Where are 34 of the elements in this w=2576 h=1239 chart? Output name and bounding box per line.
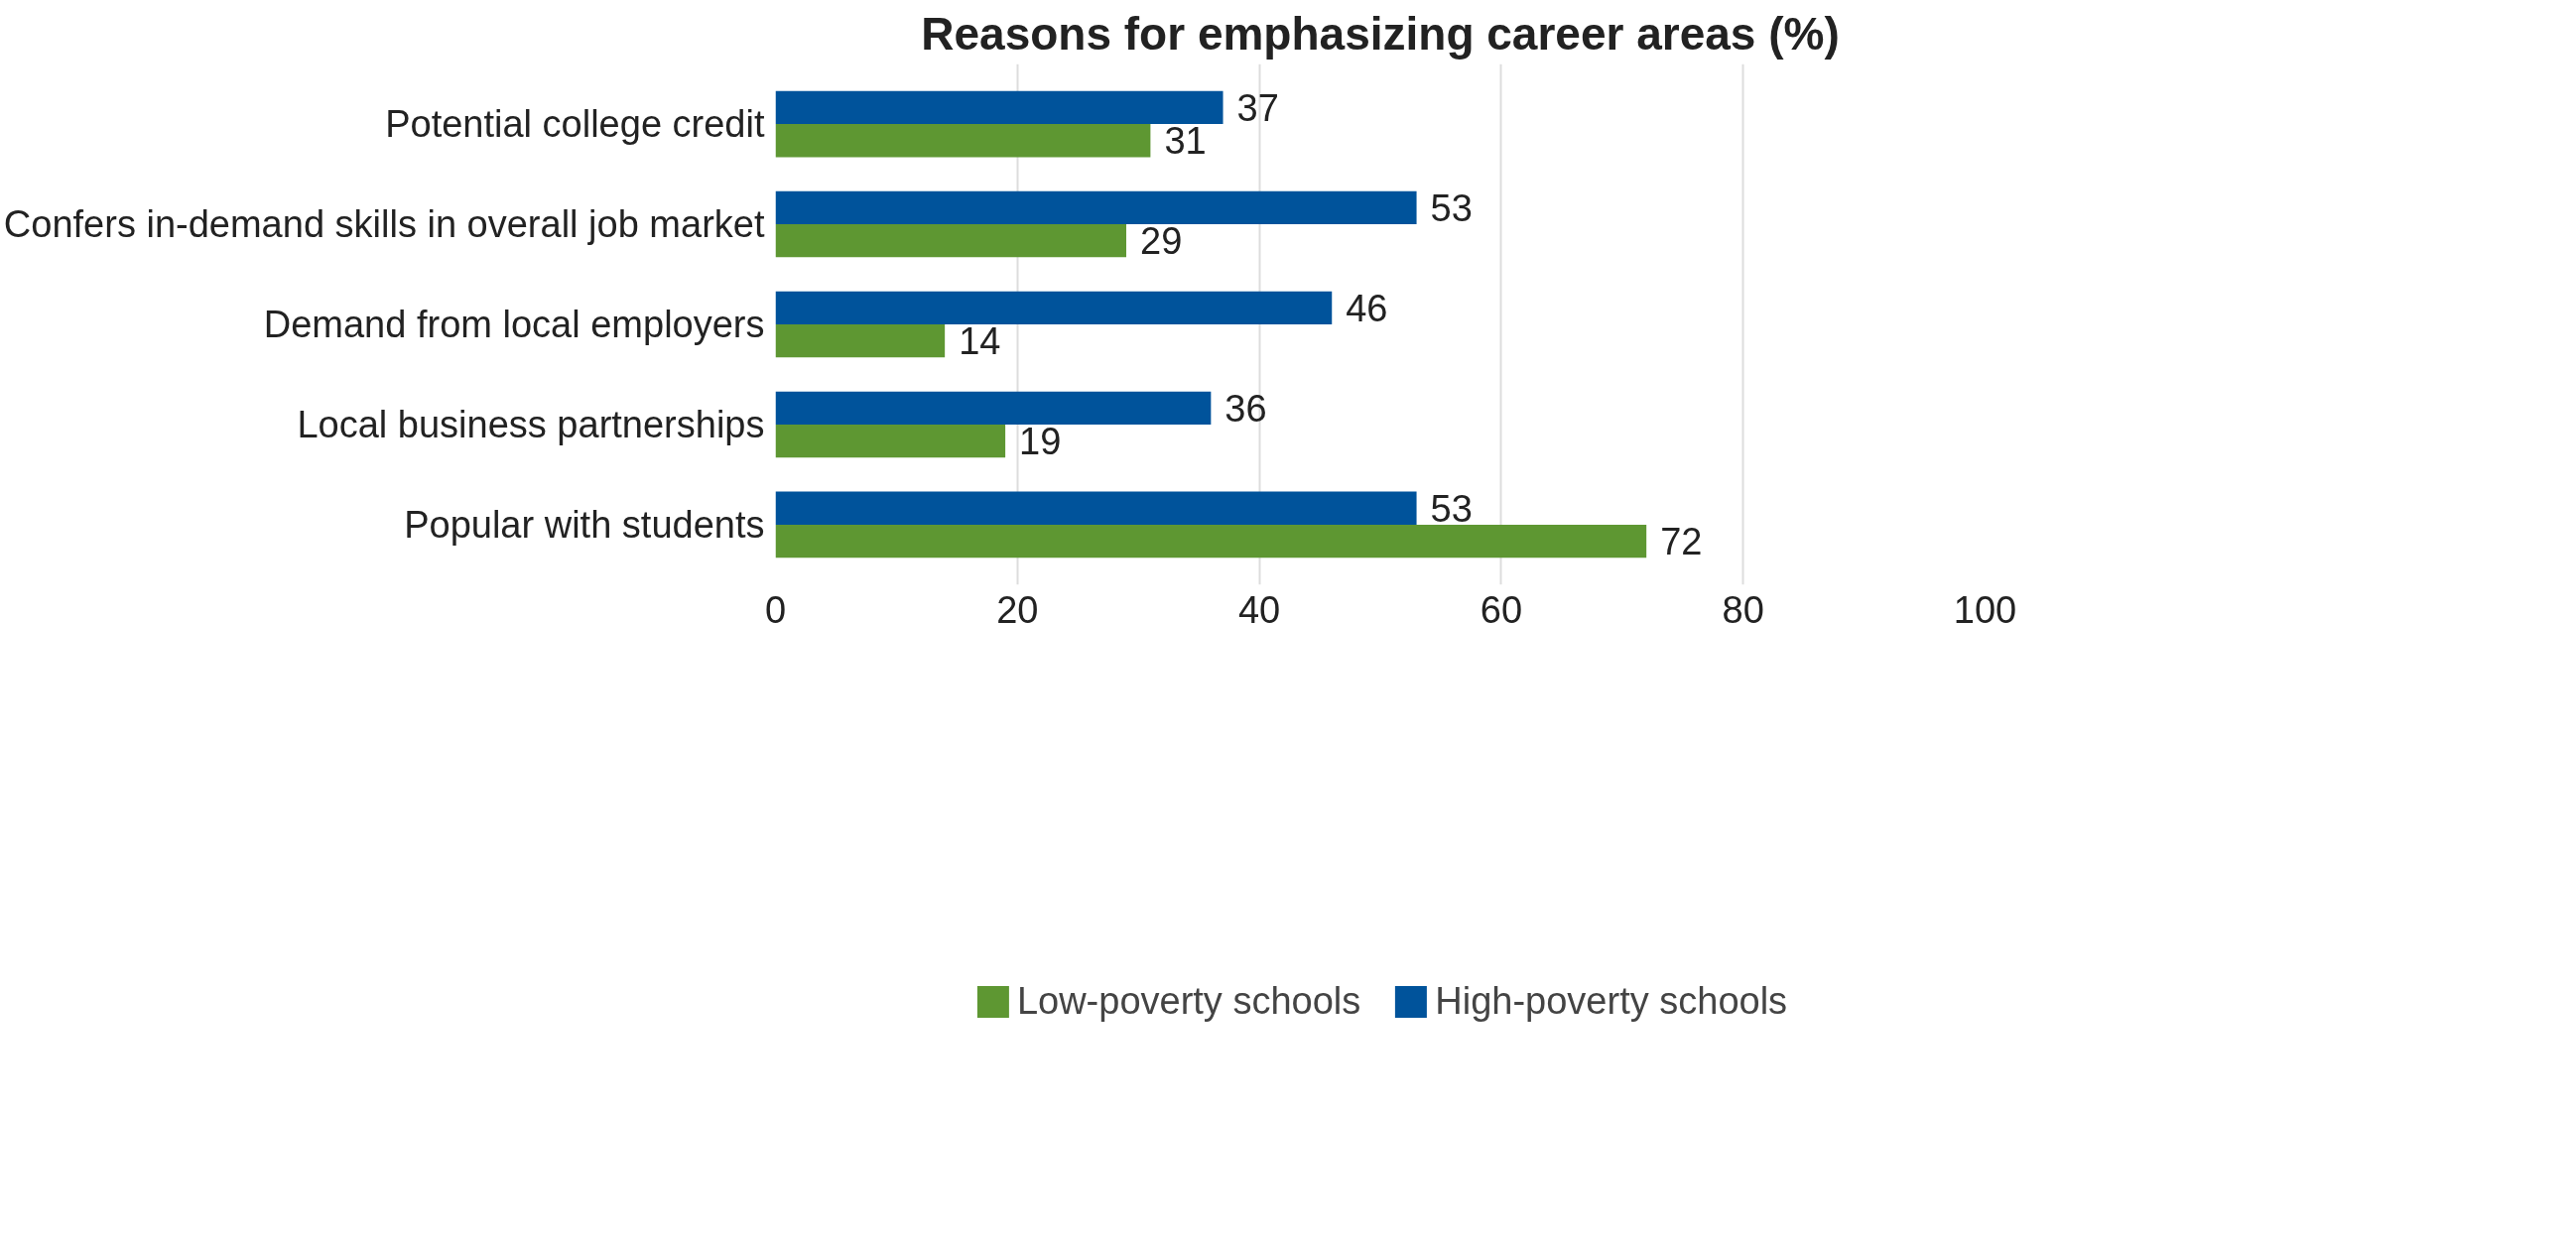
bar bbox=[775, 491, 1417, 525]
y-tick-label: Popular with students bbox=[404, 503, 765, 546]
bar bbox=[775, 291, 1333, 324]
x-tick-label: 60 bbox=[1480, 588, 1523, 631]
legend-label: Low-poverty schools bbox=[1016, 979, 1361, 1023]
data-label: 53 bbox=[1430, 186, 1473, 229]
data-label: 29 bbox=[1140, 220, 1183, 263]
bar bbox=[775, 424, 1006, 458]
x-tick-label: 100 bbox=[1953, 588, 2017, 631]
x-tick-label: 0 bbox=[764, 588, 787, 631]
x-tick-label: 20 bbox=[996, 588, 1039, 631]
data-label: 31 bbox=[1164, 120, 1207, 163]
data-label: 14 bbox=[959, 320, 1001, 363]
bar bbox=[775, 391, 1212, 425]
x-tick-label: 40 bbox=[1237, 588, 1281, 631]
data-label: 19 bbox=[1019, 421, 1062, 463]
y-tick-label: Local business partnerships bbox=[297, 403, 765, 445]
bar bbox=[775, 324, 946, 358]
data-label: 53 bbox=[1430, 487, 1473, 530]
bar bbox=[775, 224, 1127, 258]
data-label: 72 bbox=[1660, 521, 1703, 563]
data-label: 37 bbox=[1236, 86, 1279, 129]
data-label: 36 bbox=[1224, 387, 1267, 430]
chart-title: Reasons for emphasizing career areas (%) bbox=[921, 7, 1840, 60]
bar bbox=[775, 90, 1224, 125]
bar bbox=[775, 190, 1417, 225]
bar bbox=[775, 124, 1151, 158]
data-label: 46 bbox=[1346, 287, 1388, 329]
bar bbox=[775, 524, 1647, 558]
legend-label: High-poverty schools bbox=[1435, 979, 1788, 1023]
y-tick-label: Potential college credit bbox=[385, 103, 765, 146]
y-tick-label: Demand from local employers bbox=[263, 304, 765, 345]
x-tick-label: 80 bbox=[1722, 588, 1764, 631]
y-tick-label: Confers in-demand skills in overall job market bbox=[3, 203, 765, 246]
